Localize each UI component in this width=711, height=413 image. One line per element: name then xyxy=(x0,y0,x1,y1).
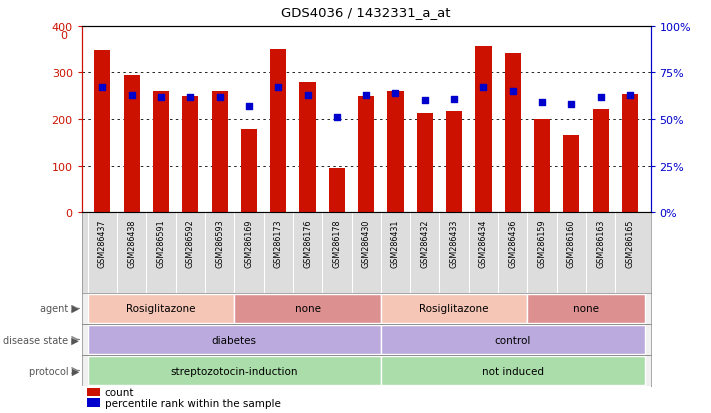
Text: GSM286434: GSM286434 xyxy=(479,219,488,267)
Text: not induced: not induced xyxy=(482,366,544,376)
Point xyxy=(507,88,518,95)
Bar xyxy=(270,50,287,213)
Bar xyxy=(381,356,645,385)
Point xyxy=(390,90,401,97)
Bar xyxy=(124,76,139,213)
Point xyxy=(566,102,577,108)
Bar xyxy=(241,130,257,213)
Point xyxy=(478,85,489,91)
Text: GSM286176: GSM286176 xyxy=(303,219,312,268)
Point xyxy=(126,92,137,99)
Text: GSM286432: GSM286432 xyxy=(420,219,429,268)
Text: none: none xyxy=(573,304,599,314)
Bar xyxy=(299,83,316,213)
Bar xyxy=(417,114,433,213)
Point xyxy=(624,92,636,99)
Point xyxy=(214,94,225,101)
Text: GSM286160: GSM286160 xyxy=(567,219,576,267)
Text: GSM286438: GSM286438 xyxy=(127,219,136,267)
Text: control: control xyxy=(495,335,531,345)
Bar xyxy=(446,112,462,213)
Point xyxy=(302,92,314,99)
Bar xyxy=(622,95,638,213)
Text: diabetes: diabetes xyxy=(212,335,257,345)
Text: GSM286433: GSM286433 xyxy=(449,219,459,267)
Text: disease state ▶: disease state ▶ xyxy=(3,335,79,345)
Bar xyxy=(328,169,345,213)
Point xyxy=(536,100,547,106)
Bar xyxy=(563,136,579,213)
Bar xyxy=(387,92,404,213)
Text: Rosiglitazone: Rosiglitazone xyxy=(126,304,196,314)
Bar xyxy=(87,294,234,323)
Point xyxy=(595,94,606,101)
Text: GSM286593: GSM286593 xyxy=(215,219,224,268)
Point xyxy=(449,96,460,102)
Bar xyxy=(234,294,381,323)
Text: GSM286436: GSM286436 xyxy=(508,219,518,267)
Text: GSM286430: GSM286430 xyxy=(362,219,370,267)
Bar xyxy=(87,325,381,354)
Text: GSM286169: GSM286169 xyxy=(245,219,253,268)
Text: none: none xyxy=(294,304,321,314)
Point xyxy=(360,92,372,99)
Text: streptozotocin-induction: streptozotocin-induction xyxy=(171,366,298,376)
Text: agent ▶: agent ▶ xyxy=(40,304,79,314)
Bar xyxy=(476,47,491,213)
Bar xyxy=(528,294,645,323)
Text: GSM286159: GSM286159 xyxy=(538,219,547,268)
Bar xyxy=(153,92,169,213)
Text: GSM286165: GSM286165 xyxy=(626,219,634,268)
Bar xyxy=(211,92,228,213)
Point xyxy=(272,85,284,91)
Bar xyxy=(182,97,198,213)
Text: GSM286591: GSM286591 xyxy=(156,219,166,268)
Text: count: count xyxy=(105,387,134,397)
Bar xyxy=(87,356,381,385)
Point xyxy=(97,85,108,91)
Text: 0: 0 xyxy=(60,31,67,40)
Text: GDS4036 / 1432331_a_at: GDS4036 / 1432331_a_at xyxy=(282,6,451,19)
Bar xyxy=(381,294,528,323)
Bar xyxy=(381,325,645,354)
Point xyxy=(331,114,343,121)
Bar xyxy=(87,399,100,407)
Bar xyxy=(534,120,550,213)
Text: Rosiglitazone: Rosiglitazone xyxy=(419,304,489,314)
Bar xyxy=(95,51,110,213)
Text: GSM286431: GSM286431 xyxy=(391,219,400,267)
Text: GSM286173: GSM286173 xyxy=(274,219,283,268)
Text: GSM286592: GSM286592 xyxy=(186,219,195,268)
Text: GSM286163: GSM286163 xyxy=(597,219,605,267)
Point xyxy=(155,94,166,101)
Text: GSM286437: GSM286437 xyxy=(98,219,107,268)
Point xyxy=(243,103,255,110)
Bar xyxy=(593,109,609,213)
Text: GSM286178: GSM286178 xyxy=(332,219,341,268)
Point xyxy=(185,94,196,101)
Text: percentile rank within the sample: percentile rank within the sample xyxy=(105,398,280,408)
Text: protocol ▶: protocol ▶ xyxy=(28,366,79,376)
Bar xyxy=(358,97,374,213)
Bar xyxy=(505,54,521,213)
Bar xyxy=(87,388,100,396)
Point xyxy=(419,98,430,104)
